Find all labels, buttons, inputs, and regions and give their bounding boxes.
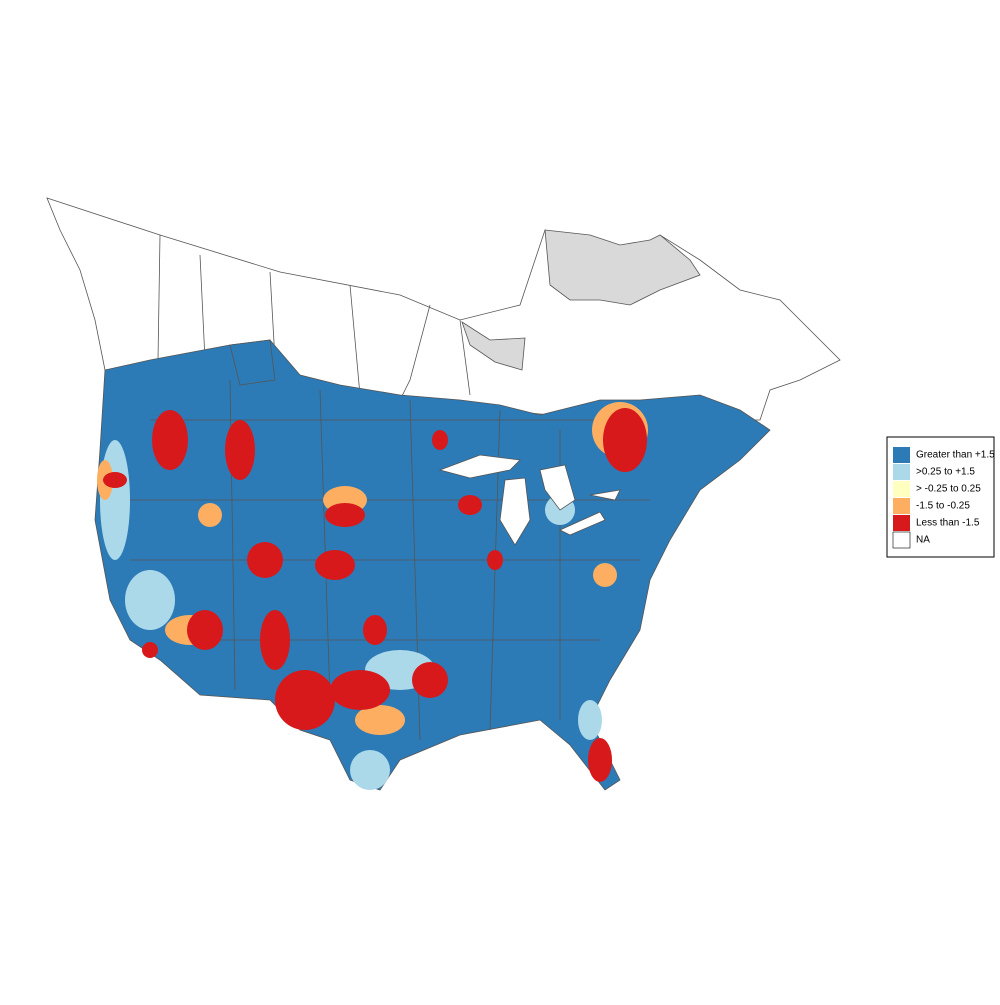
legend-label: NA (916, 535, 930, 546)
legend-swatch (892, 531, 911, 549)
red-areas (103, 408, 647, 782)
legend-label: Less than -1.5 (916, 518, 980, 529)
legend: Greater than +1.5 >0.25 to +1.5 > -0.25 to… (886, 436, 995, 558)
great-lakes (438, 454, 621, 546)
legend-label: >0.25 to +1.5 (916, 467, 975, 478)
legend-swatch (893, 481, 910, 497)
legend-label: -1.5 to -0.25 (916, 501, 970, 512)
legend-label: > -0.25 to 0.25 (916, 484, 981, 495)
legend-swatch (893, 498, 910, 514)
na-regions (461, 229, 701, 371)
legend-swatch (893, 464, 910, 480)
legend-swatch (893, 447, 910, 463)
us-grid (94, 339, 771, 791)
legend-label: Greater than +1.5 (916, 450, 995, 461)
legend-swatch (893, 515, 910, 531)
